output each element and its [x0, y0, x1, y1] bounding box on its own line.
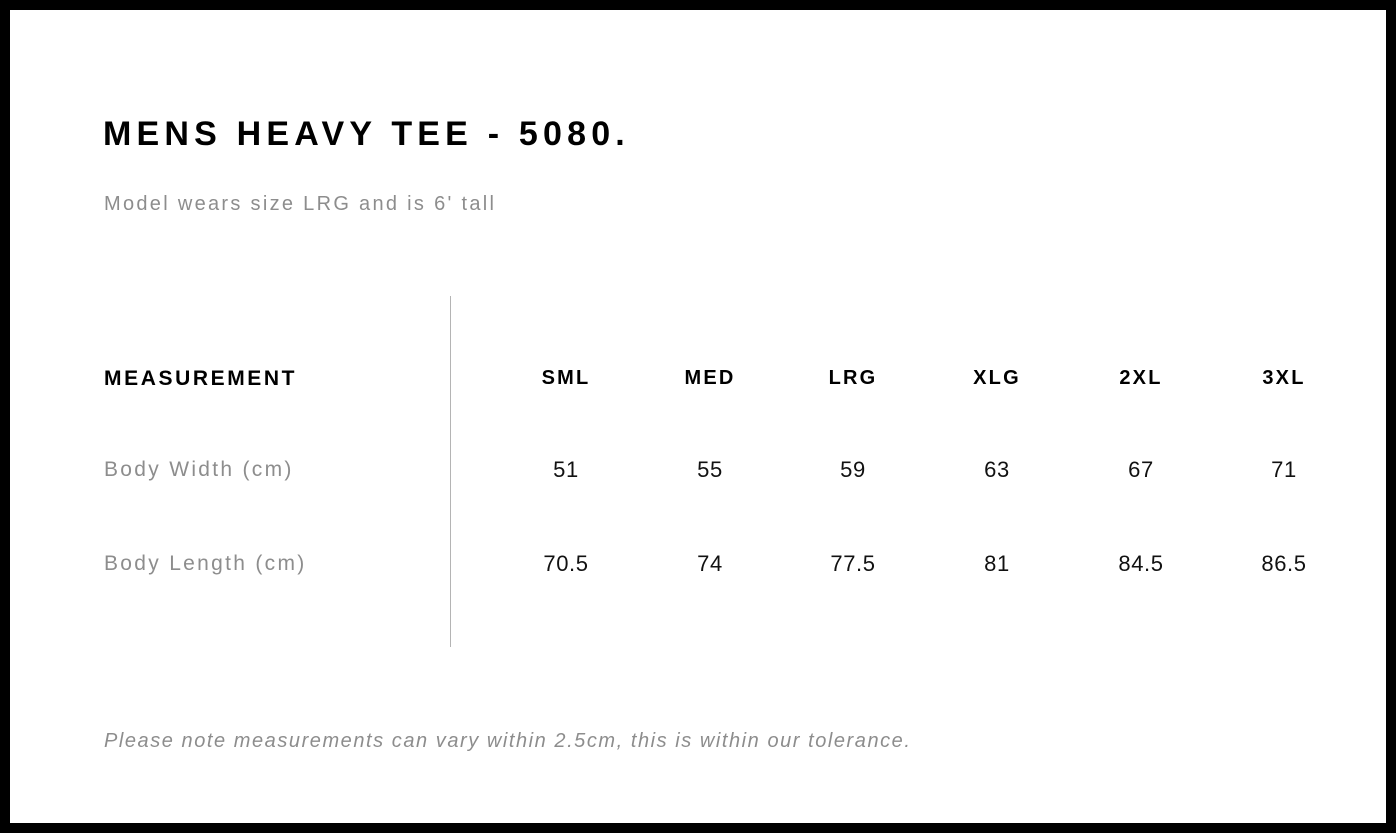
cell-body-length-3xl: 86.5: [1261, 551, 1307, 576]
column-header-med: MED: [684, 367, 736, 389]
column-header-lrg: LRG: [828, 367, 878, 389]
cell-body-width-med: 55: [697, 457, 723, 482]
column-header-3xl: 3XL: [1262, 367, 1306, 389]
size-chart-table: MEASUREMENT SML MED LRG XLG 2XL 3XL Body…: [10, 10, 1386, 823]
tolerance-footnote: Please note measurements can vary within…: [104, 730, 912, 752]
cell-body-length-xlg: 81: [984, 551, 1010, 576]
table-column-divider: [450, 296, 451, 647]
cell-body-width-2xl: 67: [1128, 457, 1154, 482]
cell-body-length-sml: 70.5: [543, 551, 589, 576]
row-label-body-width: Body Width (cm): [104, 458, 294, 481]
column-header-measurement: MEASUREMENT: [104, 367, 298, 390]
cell-body-length-med: 74: [697, 551, 723, 576]
page-title: MENS HEAVY TEE - 5080.: [103, 115, 630, 153]
size-chart-card: MENS HEAVY TEE - 5080. Model wears size …: [10, 10, 1386, 823]
model-info-subtitle: Model wears size LRG and is 6' tall: [104, 193, 497, 215]
cell-body-width-xlg: 63: [984, 457, 1010, 482]
cell-body-width-lrg: 59: [840, 457, 866, 482]
column-header-sml: SML: [541, 367, 591, 389]
column-header-xlg: XLG: [973, 367, 1021, 389]
cell-body-length-lrg: 77.5: [830, 551, 876, 576]
row-label-body-length: Body Length (cm): [104, 552, 307, 575]
cell-body-length-2xl: 84.5: [1118, 551, 1164, 576]
column-header-2xl: 2XL: [1119, 367, 1163, 389]
cell-body-width-sml: 51: [553, 457, 579, 482]
cell-body-width-3xl: 71: [1271, 457, 1297, 482]
